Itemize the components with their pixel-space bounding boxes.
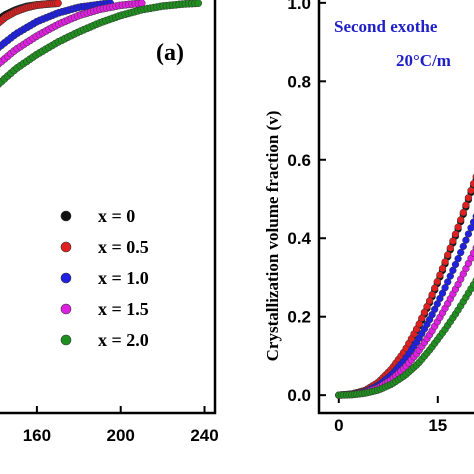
y-tick-label: 0.6: [287, 151, 311, 170]
left-x-ticks: 160 200 240: [23, 406, 219, 445]
data-point: [467, 186, 474, 195]
legend: x = 0 x = 0.5 x = 1.0 x = 1.5 x = 2.0: [60, 206, 149, 350]
y-tick-label: 0.2: [287, 308, 311, 327]
data-point: [444, 251, 452, 259]
right-series-points: [335, 173, 474, 399]
annotation-line-1: Second exothe: [334, 17, 438, 36]
legend-marker: [60, 210, 72, 222]
data-point: [425, 297, 434, 305]
series-x-2-0: [0, 0, 203, 88]
y-tick-label: 0.8: [287, 72, 311, 91]
data-point: [194, 0, 203, 8]
legend-label: x = 2.0: [98, 330, 149, 350]
y-tick-label: 0.0: [287, 386, 311, 405]
panel-label: (a): [156, 40, 184, 66]
legend-marker: [60, 241, 72, 253]
x-tick-label: 240: [190, 426, 218, 445]
y-tick-label: 0.4: [287, 229, 311, 248]
data-point: [451, 230, 460, 238]
left-series-points: [0, 0, 203, 88]
data-point: [446, 244, 454, 252]
data-point: [459, 242, 467, 251]
right-plot-frame: [317, 0, 474, 415]
data-point: [462, 236, 470, 244]
left-chart-panel: 160 200 240 (a) x = 0 x = 0.5 x = 1.0 x = 1.5…: [0, 0, 219, 445]
data-point: [436, 271, 444, 279]
series-x-1-5: [0, 0, 146, 68]
annotation-line-2: 20°C/m: [396, 51, 451, 70]
x-tick-label: 200: [107, 426, 135, 445]
x-tick-label: 160: [23, 426, 51, 445]
x-tick-label: 15: [428, 416, 447, 435]
y-axis-label: Crystallization volume fraction (v): [263, 111, 282, 362]
data-point: [438, 264, 447, 273]
data-point: [428, 291, 436, 299]
data-point: [464, 194, 473, 202]
legend-label: x = 0: [98, 206, 135, 226]
right-chart-panel: Crystallization volume fraction (v) 0 150…: [263, 0, 474, 435]
data-point: [54, 0, 62, 8]
data-point: [441, 258, 449, 266]
data-point: [449, 237, 457, 245]
data-point: [457, 248, 465, 257]
legend-marker: [60, 334, 72, 346]
series-x-2-0: [335, 277, 474, 399]
series-x-1-5: [335, 244, 474, 399]
legend-marker: [60, 303, 72, 315]
data-point: [454, 255, 462, 263]
data-point: [431, 284, 439, 292]
legend-marker: [60, 272, 72, 284]
data-point: [433, 277, 441, 286]
right-axis-ticks: 0 15 0.0 0.2 0.4 0.6 0.8 1.0: [287, 0, 447, 435]
legend-label: x = 0.5: [98, 237, 149, 257]
legend-label: x = 1.5: [98, 299, 149, 319]
y-tick-label: 1.0: [287, 0, 311, 13]
left-plot-frame: [0, 0, 217, 415]
data-point: [462, 201, 470, 209]
x-tick-label: 0: [334, 416, 343, 435]
data-point: [464, 230, 473, 238]
legend-label: x = 1.0: [98, 268, 149, 288]
series-x-1-0: [0, 0, 115, 52]
series-x-0-5: [0, 0, 62, 27]
data-point: [457, 216, 465, 224]
data-point: [454, 223, 462, 231]
data-point: [459, 208, 467, 217]
